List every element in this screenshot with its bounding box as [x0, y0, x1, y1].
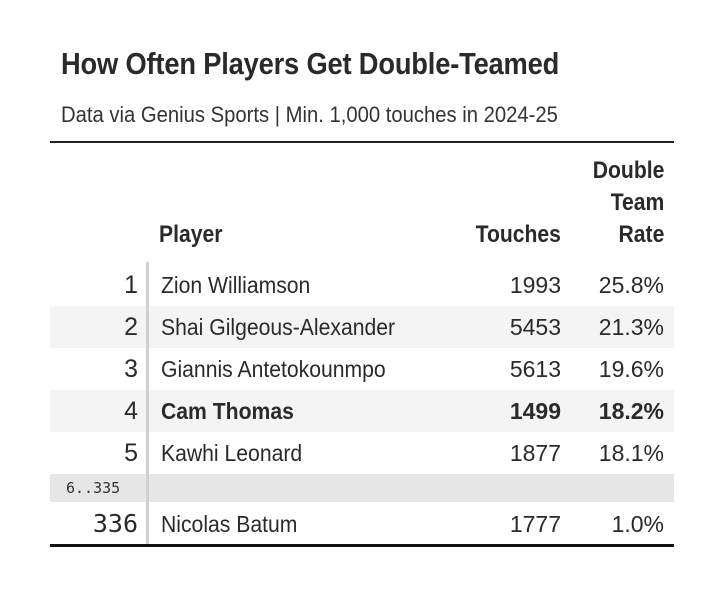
- touches-cell: 5453: [509, 314, 561, 340]
- rank-cell: 3: [124, 355, 138, 383]
- top-rule: [50, 141, 674, 143]
- bottom-rule: [50, 544, 674, 547]
- rank-cell: 336: [92, 509, 138, 538]
- table-row-highlighted: 4 Cam Thomas 1499 18.2%: [50, 390, 674, 432]
- rate-cell: 21.3%: [598, 314, 664, 340]
- table-row: 1 Zion Williamson 1993 25.8%: [50, 264, 674, 306]
- player-cell: Cam Thomas: [161, 398, 294, 424]
- table-title: How Often Players Get Double-Teamed: [61, 46, 560, 81]
- rank-cell: 2: [124, 313, 138, 341]
- table-row: 3 Giannis Antetokounmpo 5613 19.6%: [50, 348, 674, 390]
- column-header-rate-line1: Double: [592, 157, 664, 184]
- column-header-player: Player: [159, 221, 223, 248]
- column-header-rate-line2: Team: [610, 189, 664, 216]
- rate-cell: 19.6%: [598, 356, 664, 382]
- rank-cell: 5: [124, 439, 138, 467]
- column-header-rate: Double Team Rate: [592, 155, 664, 251]
- rate-cell: 18.2%: [598, 398, 664, 424]
- touches-cell: 1993: [509, 272, 561, 298]
- rank-cell: 4: [124, 397, 138, 425]
- table-row: 336 Nicolas Batum 1777 1.0%: [50, 503, 674, 545]
- rank-cell: 1: [124, 271, 138, 299]
- player-cell: Shai Gilgeous-Alexander: [161, 314, 396, 340]
- stub-divider: [146, 262, 149, 544]
- table-row: 5 Kawhi Leonard 1877 18.1%: [50, 432, 674, 474]
- row-gap-indicator: 6..335: [50, 474, 674, 502]
- table-subtitle: Data via Genius Sports | Min. 1,000 touc…: [61, 102, 558, 127]
- touches-cell: 1499: [509, 398, 561, 424]
- player-cell: Nicolas Batum: [161, 511, 298, 537]
- rate-cell: 1.0%: [611, 511, 664, 537]
- touches-cell: 5613: [509, 356, 561, 382]
- player-cell: Kawhi Leonard: [161, 440, 303, 466]
- rate-cell: 18.1%: [598, 440, 664, 466]
- player-cell: Giannis Antetokounmpo: [161, 356, 386, 382]
- column-header-rate-line3: Rate: [618, 221, 664, 248]
- row-gap-label: 6..335: [66, 479, 121, 497]
- touches-cell: 1877: [509, 440, 561, 466]
- column-header-touches: Touches: [475, 221, 561, 248]
- player-cell: Zion Williamson: [161, 272, 311, 298]
- table-row: 2 Shai Gilgeous-Alexander 5453 21.3%: [50, 306, 674, 348]
- rate-cell: 25.8%: [598, 272, 664, 298]
- touches-cell: 1777: [509, 511, 561, 537]
